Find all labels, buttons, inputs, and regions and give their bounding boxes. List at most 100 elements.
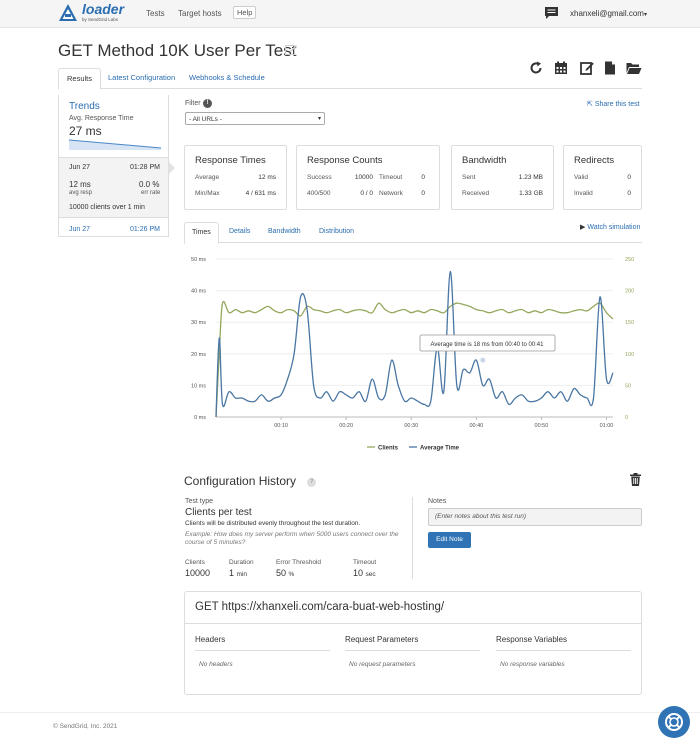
trends-title: Trends: [69, 101, 100, 112]
run-date: Jun 27: [69, 164, 91, 171]
help-question-icon[interactable]: ?: [307, 478, 316, 487]
card-title: Bandwidth: [462, 155, 507, 166]
sent-value: 1.23 MB: [518, 174, 543, 181]
y-right-tick-label: 50: [625, 383, 631, 389]
invalid-value: 0: [627, 190, 631, 197]
share-icon: ⇱: [587, 101, 593, 108]
edit-icon[interactable]: [580, 61, 594, 75]
tab-latest-configuration[interactable]: Latest Configuration: [108, 73, 176, 82]
play-icon: ▶: [580, 224, 586, 231]
request-panel: GET https://xhanxeli.com/cara-buat-web-h…: [184, 591, 642, 695]
nav-help[interactable]: Help: [233, 6, 257, 19]
trash-icon[interactable]: [630, 473, 641, 486]
card-response-counts: Response Counts Success 10000 Timeout 0 …: [296, 145, 440, 210]
url-filter-select[interactable]: - All URLs - ▾: [185, 112, 325, 125]
duration-value: 1: [229, 568, 235, 578]
network-value: 0: [421, 190, 425, 197]
invalid-label: Invalid: [574, 190, 593, 197]
x-tick-label: 00:20: [339, 423, 353, 429]
x-tick-label: 00:30: [404, 423, 418, 429]
notes-label: Notes: [428, 498, 447, 505]
run2-date: Jun 27: [69, 226, 91, 233]
watch-simulation-link[interactable]: ▶ Watch simulation: [580, 223, 640, 231]
received-value: 1.33 GB: [519, 190, 543, 197]
clients-value: 10000: [185, 568, 211, 578]
footer-copyright: © SendGrid, Inc. 2021: [53, 723, 118, 730]
params-empty: No request parameters: [349, 661, 416, 668]
logo-subtext: by SendGrid Labs: [82, 17, 119, 22]
y-left-tick-label: 20 ms: [191, 352, 206, 358]
file-icon[interactable]: [603, 61, 617, 75]
run2-time: 01:26 PM: [130, 226, 160, 233]
card-title: Redirects: [574, 155, 615, 166]
calendar-icon[interactable]: [554, 61, 568, 75]
valid-value: 0: [627, 174, 631, 181]
response-time-chart: 0 ms 10 ms 20 ms 30 ms 40 ms 50 ms 0 50 100 150 20…: [191, 257, 634, 452]
nav-target-hosts[interactable]: Target hosts: [178, 9, 222, 18]
minmax-value: 4 / 631 ms: [245, 190, 276, 197]
run-resp-value: 12 ms: [69, 180, 91, 189]
headers-label: Headers: [195, 635, 330, 651]
top-navbar: loader by SendGrid Labs Tests Target hos…: [0, 0, 700, 28]
r400-value: 0 / 0: [360, 190, 373, 197]
edit-note-button[interactable]: Edit Note: [428, 532, 471, 548]
share-link[interactable]: ⇱ Share this test: [587, 100, 640, 108]
received-label: Received: [462, 190, 490, 197]
tab-webhooks-schedule[interactable]: Webhooks & Schedule: [189, 73, 265, 82]
chart-tabs: Times Details Bandwidth Distribution: [184, 222, 642, 244]
main-tabs: Results Latest Configuration Webhooks & …: [58, 68, 642, 90]
r400-label: 400/500: [307, 190, 331, 197]
request-title: GET https://xhanxeli.com/cara-buat-web-h…: [195, 601, 445, 613]
timeout-value: 10: [353, 568, 364, 578]
trends-metric-value: 27 ms: [69, 124, 102, 138]
headers-empty: No headers: [199, 661, 233, 668]
y-left-tick-label: 50 ms: [191, 257, 206, 263]
edit-title-icon[interactable]: [285, 44, 297, 56]
test-type-label: Test type: [185, 498, 214, 505]
trends-metric-label: Avg. Response Time: [69, 115, 134, 122]
help-button[interactable]: [658, 706, 690, 738]
timeout-unit: sec: [365, 571, 376, 578]
test-type-value: Clients per test: [185, 507, 252, 518]
params-label: Request Parameters: [345, 635, 480, 651]
test-type-description: Clients will be distributed evenly throu…: [185, 520, 361, 527]
card-bandwidth: Bandwidth Sent 1.23 MB Received 1.33 GB: [451, 145, 554, 210]
card-redirects: Redirects Valid 0 Invalid 0: [563, 145, 642, 210]
run-err-value: 0.0 %: [139, 180, 160, 189]
tab-results[interactable]: Results: [58, 68, 102, 90]
trends-run-selected[interactable]: Jun 27 01:28 PM 12 ms avg resp 0.0 % err…: [59, 157, 175, 218]
minmax-label: Min/Max: [195, 190, 220, 197]
share-label: Share this test: [594, 101, 640, 108]
info-icon[interactable]: !: [203, 99, 212, 108]
avg-label: Average: [195, 174, 220, 181]
tab-bandwidth[interactable]: Bandwidth: [268, 228, 301, 235]
network-label: Network: [379, 190, 403, 197]
success-value: 10000: [354, 174, 373, 181]
chat-icon[interactable]: [545, 7, 558, 19]
avg-value: 12 ms: [258, 174, 276, 181]
folder-open-icon[interactable]: [626, 61, 642, 75]
filter-label: Filter: [185, 100, 201, 107]
clients-label: Clients: [185, 559, 205, 566]
trends-sparkline: [69, 139, 161, 150]
notes-input[interactable]: (Enter notes about this test run): [428, 508, 642, 526]
series-line-clients: [215, 300, 614, 418]
logo-text: loader: [82, 1, 125, 17]
refresh-icon[interactable]: [529, 61, 543, 75]
nav-tests[interactable]: Tests: [146, 9, 165, 18]
user-menu[interactable]: xhanxeli@gmail.com▾: [570, 9, 647, 18]
duration-unit: min: [236, 571, 248, 578]
caret-down-icon: ▾: [643, 12, 647, 18]
sent-label: Sent: [462, 174, 476, 181]
tab-times[interactable]: Times: [184, 222, 219, 244]
y-right-tick-label: 150: [625, 320, 634, 326]
y-right-tick-label: 200: [625, 289, 634, 295]
tab-details[interactable]: Details: [229, 228, 251, 235]
logo[interactable]: loader by SendGrid Labs: [58, 1, 128, 24]
card-response-times: Response Times Average 12 ms Min/Max 4 /…: [184, 145, 287, 210]
tab-distribution[interactable]: Distribution: [319, 228, 355, 235]
url-filter-value: - All URLs -: [189, 116, 222, 123]
timeout-label: Timeout: [379, 174, 403, 181]
duration-label: Duration: [229, 559, 254, 566]
tooltip-box: [419, 334, 556, 352]
